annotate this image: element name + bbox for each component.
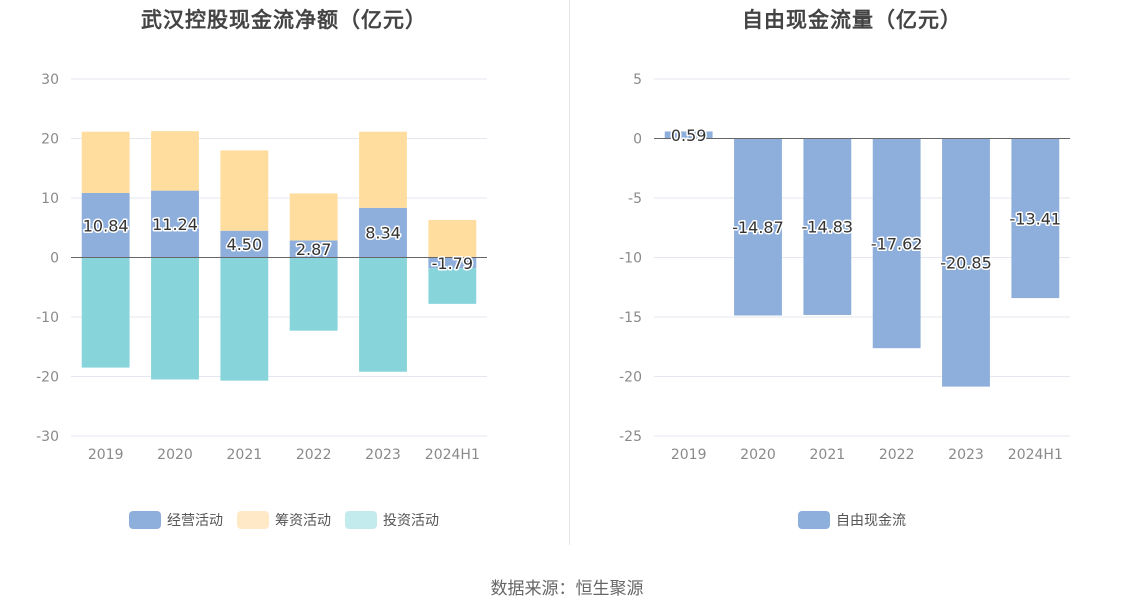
legend-item-financing[interactable]: 筹资活动 — [237, 510, 331, 530]
y-tick-label: 0 — [633, 132, 642, 148]
y-tick-label: 30 — [41, 72, 59, 88]
x-tick-label: 2020 — [740, 447, 776, 463]
y-tick-label: -30 — [36, 429, 59, 445]
bar-3-2022 — [289, 257, 338, 331]
y-tick-label: -10 — [36, 310, 59, 326]
x-tick-label: 2024H1 — [425, 447, 480, 463]
bar-2-2024H1 — [428, 220, 477, 258]
chart-title: 自由现金流量（亿元） — [742, 8, 962, 32]
legend-item-investing[interactable]: 投资活动 — [345, 510, 439, 530]
x-tick-label: 2019 — [671, 447, 707, 463]
y-tick-label: -10 — [619, 251, 642, 267]
data-label: 0.59 — [671, 126, 707, 145]
data-label: 8.34 — [365, 224, 401, 243]
free-cashflow-chart: 5 0 -5 -10 -15 -20 -25 2019 2020 2021 2022 2023 2024… — [619, 72, 1070, 463]
bar-1-2024H1 — [428, 257, 477, 269]
bar-1-2020 — [151, 190, 199, 258]
bar-1-2021 — [220, 230, 269, 258]
y-tick-label: 10 — [41, 191, 59, 207]
legend: 自由现金流 — [570, 510, 1134, 530]
bar-1-2022 — [872, 138, 921, 349]
x-tick-label: 2021 — [227, 447, 263, 463]
x-tick-label: 2023 — [948, 447, 984, 463]
data-label: -1.79 — [432, 254, 473, 273]
legend-swatch — [345, 511, 377, 529]
bar-1-2022 — [289, 240, 338, 258]
x-tick-label: 2022 — [879, 447, 915, 463]
y-tick-label: -25 — [619, 429, 642, 445]
x-tick-label: 2019 — [88, 447, 124, 463]
data-label: 2.87 — [296, 240, 332, 259]
bar-1-2020 — [734, 138, 782, 316]
bar-2-2022 — [289, 193, 338, 241]
legend-item-free-cashflow[interactable]: 自由现金流 — [798, 510, 906, 530]
bar-1-2023 — [359, 207, 407, 258]
bar-1-2021 — [803, 138, 852, 315]
data-label: -17.62 — [871, 234, 923, 253]
bar-3-2021 — [220, 257, 269, 381]
y-tick-label: 5 — [633, 72, 642, 88]
bar-2-2020 — [151, 131, 199, 191]
y-tick-label: -15 — [619, 310, 642, 326]
x-tick-label: 2024H1 — [1008, 447, 1063, 463]
legend: 经营活动 筹资活动 投资活动 — [0, 510, 568, 530]
cashflow-net-panel: 武汉控股现金流净额（亿元） 30 20 10 0 -10 -20 -30 2019 2020 20… — [0, 0, 568, 545]
bar-3-2020 — [151, 257, 199, 380]
x-tick-label: 2021 — [810, 447, 846, 463]
legend-label: 筹资活动 — [275, 513, 331, 529]
y-tick-label: -5 — [628, 191, 642, 207]
data-label: -14.87 — [732, 218, 784, 237]
bar-3-2019 — [81, 257, 130, 368]
x-tick-label: 2020 — [157, 447, 193, 463]
legend-swatch — [237, 511, 269, 529]
legend-label: 经营活动 — [167, 513, 223, 529]
y-tick-label: -20 — [619, 370, 642, 386]
data-label: 10.84 — [83, 216, 129, 235]
bar-2-2019 — [81, 131, 130, 194]
data-label: -13.41 — [1010, 209, 1062, 228]
bar-1-2019 — [81, 193, 130, 258]
bar-1-2024H1 — [1011, 138, 1060, 299]
legend-swatch — [798, 511, 830, 529]
data-label: 11.24 — [152, 215, 198, 234]
bar-2-2021 — [220, 150, 269, 231]
x-tick-label: 2023 — [365, 447, 401, 463]
data-label: 4.50 — [227, 235, 263, 254]
bar-1-2023 — [942, 138, 990, 387]
data-label: -20.85 — [940, 254, 992, 273]
cashflow-net-chart: 30 20 10 0 -10 -20 -30 2019 2020 2021 2022 2023 2024… — [36, 72, 487, 463]
chart-title: 武汉控股现金流净额（亿元） — [141, 8, 427, 32]
y-tick-label: 20 — [41, 132, 59, 148]
bar-2-2023 — [359, 131, 407, 208]
legend-label: 投资活动 — [383, 513, 439, 529]
free-cashflow-panel: 自由现金流量（亿元） 5 0 -5 -10 -15 -20 -25 2019 2020 2021 2… — [570, 0, 1134, 545]
legend-item-operating[interactable]: 经营活动 — [129, 510, 223, 530]
x-tick-label: 2022 — [296, 447, 332, 463]
y-tick-label: -20 — [36, 370, 59, 386]
legend-swatch — [129, 511, 161, 529]
panel-divider — [569, 0, 570, 545]
y-tick-label: 0 — [50, 251, 59, 267]
bar-3-2024H1 — [428, 268, 477, 304]
data-label: -14.83 — [802, 218, 854, 237]
bar-3-2023 — [359, 257, 407, 372]
bar-1-2019 — [664, 131, 713, 139]
data-source: 数据来源：恒生聚源 — [490, 579, 644, 599]
legend-label: 自由现金流 — [836, 513, 906, 529]
